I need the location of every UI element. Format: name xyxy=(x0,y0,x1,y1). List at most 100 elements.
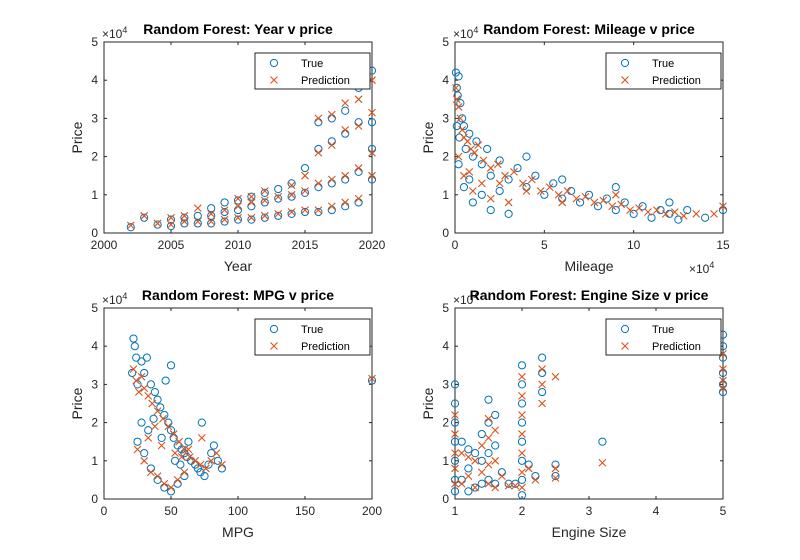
true-point xyxy=(184,437,193,446)
prediction-point xyxy=(692,210,701,218)
y-exponent-label: ×104 xyxy=(453,291,478,307)
true-point xyxy=(220,207,229,217)
chart-title: Random Forest: Engine Size v price xyxy=(470,287,709,303)
prediction-point xyxy=(301,187,309,195)
prediction-point xyxy=(460,171,468,180)
true-point xyxy=(300,163,310,173)
true-point xyxy=(166,361,176,370)
prediction-point xyxy=(234,194,242,203)
true-point xyxy=(260,213,269,222)
y-exponent-value: 4 xyxy=(122,291,127,301)
prediction-point xyxy=(151,422,159,431)
true-point xyxy=(495,156,504,165)
subplot-1: 2000 2005 2010 2015 2020 0 1 2 3 4 5 ×104 Year Price R… xyxy=(69,21,386,274)
x-tick-label: 2015 xyxy=(292,238,319,252)
chart-title: Random Forest: Year v price xyxy=(143,21,333,37)
prediction-point xyxy=(157,441,166,450)
prediction-point xyxy=(354,95,363,104)
prediction-point xyxy=(457,449,466,458)
true-point xyxy=(140,368,149,378)
legend-true-label: True xyxy=(652,324,674,336)
prediction-point xyxy=(522,187,531,195)
prediction-point xyxy=(501,171,509,180)
prediction-point xyxy=(247,198,256,207)
prediction-point xyxy=(180,217,189,226)
prediction-point xyxy=(180,468,189,477)
y-tick-label: 5 xyxy=(91,301,98,315)
prediction-point xyxy=(456,114,465,123)
prediction-point xyxy=(538,380,546,389)
prediction-point xyxy=(463,137,472,146)
true-point xyxy=(575,198,585,207)
true-point xyxy=(517,361,527,370)
y-tick-label: 0 xyxy=(91,492,98,506)
prediction-point xyxy=(477,179,486,188)
prediction-point xyxy=(464,453,473,461)
true-point xyxy=(504,209,513,218)
true-point xyxy=(549,179,558,188)
prediction-point xyxy=(354,122,363,130)
true-point xyxy=(517,491,527,500)
x-axis-label: Engine Size xyxy=(552,524,627,540)
y-tick-label: 0 xyxy=(91,226,98,240)
true-point xyxy=(220,198,229,207)
y-exponent-label: ×104 xyxy=(102,291,127,307)
true-point xyxy=(457,437,466,446)
true-point xyxy=(504,479,513,488)
x-tick-label: 0 xyxy=(452,238,459,252)
prediction-point xyxy=(464,472,473,480)
true-point xyxy=(200,471,209,481)
prediction-point xyxy=(458,125,467,134)
prediction-point xyxy=(180,211,189,220)
true-point xyxy=(611,183,620,192)
true-point xyxy=(287,209,296,218)
x-tick-label: 4 xyxy=(653,504,660,518)
prediction-point xyxy=(518,483,526,492)
prediction-point xyxy=(140,456,149,465)
y-tick-label: 1 xyxy=(91,454,98,468)
true-point xyxy=(465,129,474,138)
true-point xyxy=(484,449,493,458)
prediction-point xyxy=(518,411,526,419)
true-point xyxy=(129,334,138,343)
prediction-point xyxy=(134,388,143,396)
prediction-point xyxy=(511,481,520,490)
true-point xyxy=(504,175,513,184)
prediction-point xyxy=(274,192,283,201)
prediction-point xyxy=(185,453,194,461)
true-point xyxy=(166,215,176,224)
prediction-point xyxy=(491,483,500,492)
subplot-2: 0 5 10 15 0 1 2 3 4 5 ×104 ×104 Mileage Price Random F… xyxy=(420,21,730,276)
prediction-point xyxy=(197,433,206,442)
prediction-point xyxy=(484,479,493,488)
prediction-point xyxy=(504,198,513,207)
prediction-point xyxy=(173,476,182,484)
prediction-point xyxy=(354,194,363,203)
prediction-point xyxy=(484,414,493,423)
true-point xyxy=(584,190,594,199)
y-tick-label: 1 xyxy=(91,188,98,202)
prediction-point xyxy=(260,187,269,195)
true-point xyxy=(458,114,467,123)
prediction-point xyxy=(454,152,463,161)
prediction-point xyxy=(457,479,466,488)
prediction-point xyxy=(171,449,179,458)
true-point xyxy=(454,160,463,169)
prediction-point xyxy=(484,433,493,442)
legend-prediction-label: Prediction xyxy=(652,75,701,87)
prediction-point xyxy=(710,210,718,218)
legend: True Prediction xyxy=(605,52,722,90)
prediction-point xyxy=(287,208,296,216)
true-point xyxy=(209,441,218,450)
prediction-point xyxy=(590,198,599,207)
true-point xyxy=(486,205,495,215)
prediction-point xyxy=(484,460,493,469)
prediction-point xyxy=(493,160,502,169)
legend-prediction-label: Prediction xyxy=(301,75,350,87)
y-tick-label: 4 xyxy=(91,73,98,87)
y-tick-label: 4 xyxy=(442,73,449,87)
prediction-point xyxy=(454,103,463,111)
prediction-point xyxy=(167,213,175,222)
x-tick-label: 0 xyxy=(101,504,108,518)
